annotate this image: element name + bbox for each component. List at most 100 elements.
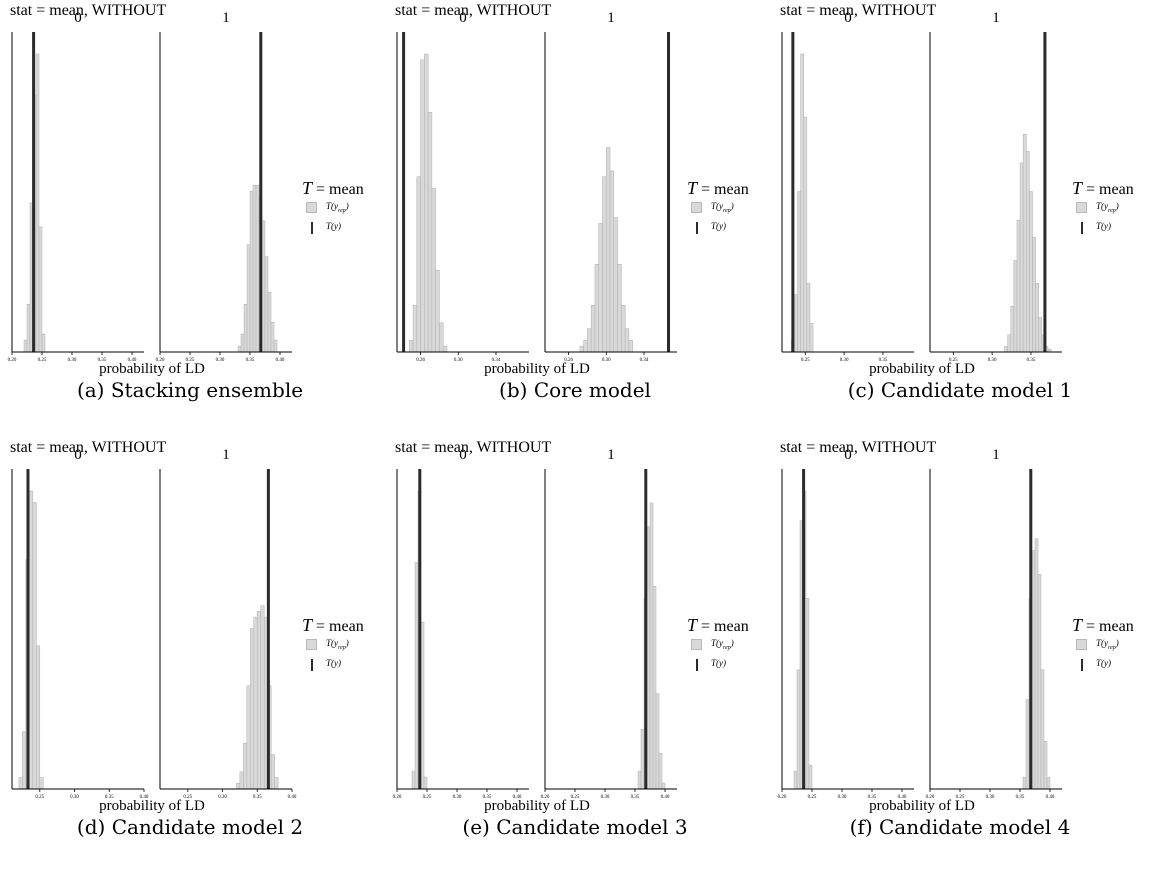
histogram-bar <box>803 116 808 353</box>
facet-panel-1: 1 0.20 0.25 0.30 0.35 0.40 <box>156 10 292 363</box>
legend-title: T = mean <box>687 615 765 636</box>
legend-label-replicated-close: ) <box>345 201 349 211</box>
histogram-bar <box>237 345 242 353</box>
x-tick-label: 0.25 <box>808 795 817 800</box>
x-tick-label: 0.30 <box>840 358 849 363</box>
legend-title-symbol: T <box>302 178 313 198</box>
histogram-bar <box>431 188 436 353</box>
legend-label-observed: T(y) <box>1096 221 1111 231</box>
subfigure-b: stat = mean, WITHOUT 0 0.26 0.30 0.34 1 0.26 0… <box>385 0 765 432</box>
histogram-bar <box>579 345 584 353</box>
subfigure-c: stat = mean, WITHOUT 0 0.25 0.30 0.35 1 0.25 0… <box>770 0 1150 432</box>
x-tick-label: 0.20 <box>778 795 787 800</box>
x-tick-label: 0.40 <box>288 795 297 800</box>
x-axis-label: probability of LD <box>484 361 590 377</box>
subfigure-caption: (d) Candidate model 2 <box>76 815 304 839</box>
histogram-bar <box>252 184 257 353</box>
x-tick-label: 0.40 <box>661 795 670 800</box>
x-tick-label: 0.35 <box>246 358 255 363</box>
x-tick-label: 0.34 <box>492 358 501 363</box>
histogram-bar <box>414 562 419 790</box>
legend-label-replicated-close: ) <box>1115 638 1119 648</box>
legend: T = mean T(yrep) T(y) <box>687 178 765 239</box>
x-tick-label: 0.20 <box>393 795 402 800</box>
facet-label: 0 <box>74 447 82 463</box>
facet-label: 0 <box>459 10 467 26</box>
histogram-bar <box>594 264 599 353</box>
legend-label-observed: T(y) <box>326 221 341 231</box>
histogram-bar <box>1029 191 1033 353</box>
histogram-bar <box>26 304 31 353</box>
x-tick-label: 0.35 <box>1016 795 1025 800</box>
histogram-bar <box>1022 133 1027 353</box>
legend-title: T = mean <box>1072 178 1150 199</box>
legend-label-replicated-symbol: T(y <box>711 201 723 211</box>
histogram-svg: 0 0.20 0.25 0.30 0.35 0.40 1 0.20 0.25 0.30 0.35 0.… <box>393 447 677 814</box>
histogram-bar <box>35 53 40 353</box>
histogram-bar <box>239 771 244 790</box>
x-tick-label: 0.35 <box>253 795 262 800</box>
x-tick-label: 0.20 <box>541 795 550 800</box>
histogram-bar <box>1032 237 1036 353</box>
facet-panel-1: 1 0.26 0.30 0.34 <box>544 10 677 363</box>
legend-item-observed: T(y) <box>302 656 380 676</box>
histogram-bar <box>797 191 801 353</box>
histogram-bar <box>36 645 41 790</box>
histogram-bar <box>1013 260 1018 353</box>
x-tick-label: 0.35 <box>868 795 877 800</box>
histogram-bar <box>427 112 433 353</box>
x-tick-label: 0.25 <box>571 795 580 800</box>
x-tick-label: 0.35 <box>1027 358 1036 363</box>
histogram-bar <box>246 244 251 353</box>
subfigure-caption: (f) Candidate model 4 <box>849 815 1071 839</box>
x-tick-label: 0.25 <box>949 358 958 363</box>
histogram-bar <box>617 264 622 353</box>
histogram-bar <box>1025 699 1030 790</box>
legend-item-replicated: T(yrep) <box>1072 199 1150 219</box>
legend-title-rest: = mean <box>697 181 749 198</box>
legend-item-replicated: T(yrep) <box>302 199 380 219</box>
histogram-bar <box>658 752 663 790</box>
x-tick-label: 0.30 <box>218 795 227 800</box>
legend-title-rest: = mean <box>1082 618 1134 635</box>
subfigure-f: stat = mean, WITHOUT 0 0.20 0.25 0.30 0.35 0.… <box>770 437 1150 869</box>
facet-label: 1 <box>222 10 230 26</box>
x-tick-label: 0.35 <box>98 358 107 363</box>
stat-title: stat = mean, WITHOUT <box>10 2 167 19</box>
facet-label: 1 <box>992 10 1000 26</box>
x-tick-label: 0.26 <box>416 358 425 363</box>
legend-title: T = mean <box>302 178 380 199</box>
legend-label-replicated-close: ) <box>730 638 734 648</box>
histogram-bar <box>250 628 255 790</box>
histogram-bar <box>411 770 416 790</box>
x-tick-label: 0.30 <box>838 795 847 800</box>
facet-label: 1 <box>222 447 230 463</box>
histogram-bar <box>420 621 425 790</box>
legend-title-symbol: T <box>302 615 313 635</box>
replicated-swatch <box>1076 202 1087 213</box>
histogram-bar <box>806 282 811 353</box>
histogram-bar <box>602 176 607 353</box>
facet-label: 0 <box>74 10 82 26</box>
histogram-bar <box>583 340 588 353</box>
histogram-svg: 0 0.20 0.25 0.30 0.35 0.40 1 0.20 0.25 0.30 0.35 0.… <box>8 10 292 377</box>
subfigure-caption: (b) Core model <box>499 378 651 402</box>
legend-item-observed: T(y) <box>687 656 765 676</box>
replicated-swatch <box>691 202 702 213</box>
replicated-swatch <box>1076 639 1087 650</box>
legend-label-replicated-sub: rep <box>338 644 346 651</box>
histogram-bar <box>236 783 241 790</box>
histogram-bar <box>598 223 603 353</box>
legend-label-replicated-sub: rep <box>338 207 346 214</box>
x-tick-label: 0.34 <box>640 358 649 363</box>
x-tick-label: 0.40 <box>513 795 522 800</box>
legend-title-symbol: T <box>1072 615 1083 635</box>
legend-label-observed: T(y) <box>1096 658 1111 668</box>
x-tick-label: 0.40 <box>1046 795 1055 800</box>
histogram-bar <box>621 305 626 353</box>
legend-item-observed: T(y) <box>1072 219 1150 239</box>
replicated-swatch <box>691 639 702 650</box>
histogram-bar <box>609 170 615 353</box>
histogram-bar <box>649 502 654 790</box>
